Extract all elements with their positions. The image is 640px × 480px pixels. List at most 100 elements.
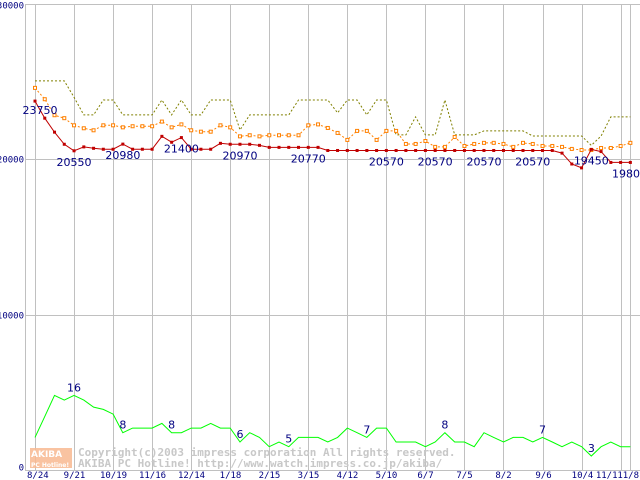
count-label: 8 [441,419,448,432]
x-tick-label: 9/21 [64,471,86,480]
series-max-line [35,80,631,147]
x-tick-label: 8/24 [27,471,49,480]
x-tick-label: 3/15 [298,471,320,480]
series-min-point [277,145,281,149]
series-min-point [257,143,261,147]
series-average-point [599,145,604,150]
series-min-point [111,147,115,151]
count-label: 5 [285,433,292,446]
series-min-point [560,151,564,155]
series-min-point [570,162,574,166]
series-average-point [618,143,623,148]
min-price-label: 20970 [222,149,257,162]
min-price-label: 19450 [574,154,609,167]
series-average-point [423,139,428,144]
series-average-point [33,85,37,90]
series-average-point [452,134,457,139]
series-min-point [453,148,457,152]
min-price-label: 23750 [23,104,58,117]
y-tick-label: 0 [19,464,24,474]
count-label: 7 [363,423,370,436]
series-min-point [365,148,369,152]
series-min-point [121,142,125,146]
series-average-point [491,140,496,145]
series-average-point [189,128,194,133]
series-min-point [33,99,37,103]
series-average-point [511,144,516,149]
series-average-point [335,130,340,135]
series-min-point [550,148,554,152]
x-tick-label: 4/12 [337,471,359,480]
series-min-line [34,100,631,169]
series-min-point [589,147,593,151]
x-tick-label: 2/15 [259,471,281,480]
series-min-point [287,145,291,149]
series-average-point [384,128,389,133]
series-min-point [199,147,203,151]
series-min-point [472,148,476,152]
x-tick-label: 5/10 [376,471,398,480]
series-min-point [628,160,632,164]
gridlines [25,4,640,470]
series-average-point [81,126,86,131]
series-average-point [237,134,242,139]
series-average-point [306,123,311,128]
series-min-point [541,148,545,152]
series-min-point [580,166,584,170]
series-min-point [306,145,310,149]
count-label: 16 [67,381,81,394]
series-min-point [599,150,603,154]
series-min-point [218,141,222,145]
series-min-point [462,148,466,152]
series-min-point [228,142,232,146]
y-tick-label: 10000 [0,312,24,322]
series-min-point [492,148,496,152]
series-min-point [316,145,320,149]
copyright-line: Copyright(c)2003 impress corporation All… [78,446,456,459]
series-average-point [159,119,164,124]
series-average-point [218,123,223,128]
series-min-point [443,148,447,152]
min-price-label: 20570 [515,155,550,168]
series-average-point [296,133,301,138]
series-average-point [501,141,506,146]
series-average-point [403,141,408,146]
series-average-point [277,133,281,138]
series-average-point [433,144,438,149]
series-average-point [62,116,67,121]
series-average-point [42,97,47,102]
series-min-point [404,148,408,152]
series-average-point [101,123,106,128]
series-min-point [140,147,144,151]
series-min-point [511,148,515,152]
x-tick-label: 12/14 [178,471,205,480]
y-tick-label: 30000 [0,2,24,12]
x-tick-label: 11/1 [596,471,618,480]
series-average-point [228,125,233,130]
series-average-point [540,143,545,148]
x-tick-label: 9/6 [535,471,551,480]
site-line: AKIBA PC Hotline! http://www.watch.impre… [78,457,443,470]
series-min-point [150,147,154,151]
series-min-point [267,145,271,149]
watermark: AKIBA PC Hotline! Copyright(c)2003 impre… [30,446,456,470]
series-min-point [394,148,398,152]
series-average-point [267,133,272,138]
series-min-point [43,116,47,120]
series-average-point [364,128,369,133]
series-average-point [179,122,184,127]
series-min-point [238,142,242,146]
data-labels: 23750 20550 20980 21400 20970 20770 20570 20570… [23,104,640,455]
series-min-point [170,140,174,144]
series-average-point [198,129,203,134]
series-min-point [101,147,105,151]
series-average-point [579,148,584,153]
series-min-point [433,148,437,152]
series-average-point [569,146,574,151]
count-label: 7 [539,423,546,436]
series-average-point [52,113,57,118]
series-average-point [608,145,613,150]
x-tick-label: 8/2 [495,471,511,480]
series-average-point [374,137,379,142]
series-min-point [326,148,330,152]
